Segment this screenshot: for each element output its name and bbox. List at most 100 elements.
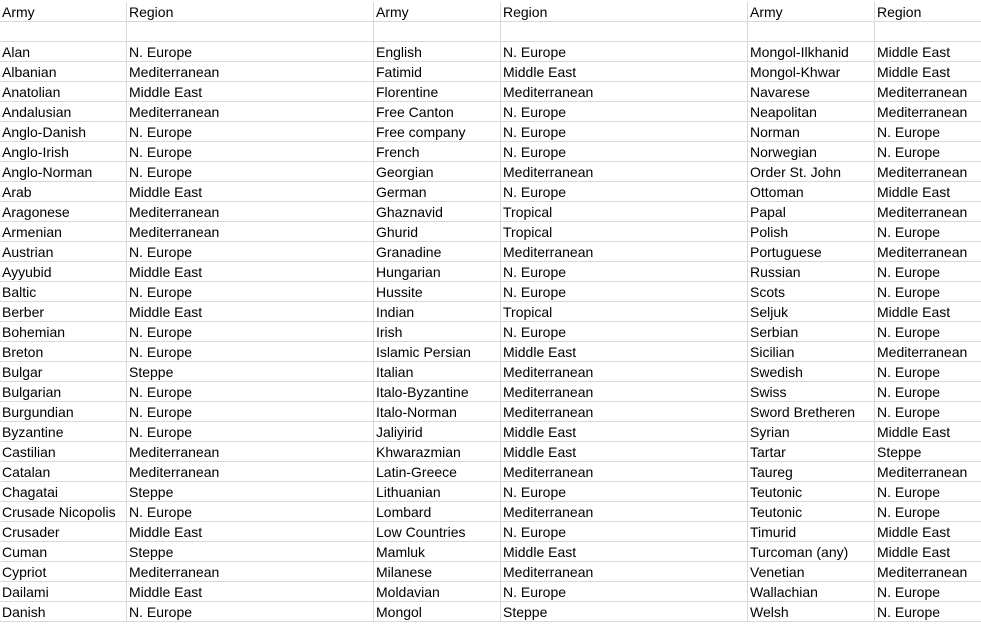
region-cell[interactable]: N. Europe	[501, 42, 748, 62]
region-cell[interactable]: Mediterranean	[877, 244, 968, 260]
region-cell[interactable]: Steppe	[501, 602, 748, 622]
army-cell[interactable]: Mongol-Ilkhanid	[748, 42, 875, 62]
region-cell[interactable]: N. Europe	[127, 242, 374, 262]
army-cell[interactable]: Ayyubid	[0, 262, 127, 282]
army-cell[interactable]: Hungarian	[374, 262, 501, 282]
region-cell[interactable]: Mediterranean	[501, 562, 748, 582]
empty-cell[interactable]	[875, 22, 981, 42]
region-cell[interactable]: N. Europe	[127, 502, 374, 522]
army-cell[interactable]: English	[374, 42, 501, 62]
region-cell[interactable]: N. Europe	[877, 284, 941, 300]
region-cell[interactable]: N. Europe	[501, 182, 748, 202]
army-cell[interactable]: Ottoman	[748, 182, 875, 202]
army-cell[interactable]: Free company	[374, 122, 501, 142]
army-cell[interactable]: Khwarazmian	[374, 442, 501, 462]
region-cell[interactable]: Mediterranean	[501, 502, 748, 522]
army-cell[interactable]: Venetian	[748, 562, 875, 582]
region-cell[interactable]: Middle East	[127, 182, 374, 202]
region-cell[interactable]: N. Europe	[127, 142, 374, 162]
region-cell[interactable]: N. Europe	[877, 144, 941, 160]
army-cell[interactable]: Danish	[0, 602, 127, 622]
army-cell[interactable]: Free Canton	[374, 102, 501, 122]
army-cell[interactable]: Florentine	[374, 82, 501, 102]
header-cell-region[interactable]: Region	[501, 2, 748, 22]
army-cell[interactable]: Ghaznavid	[374, 202, 501, 222]
army-cell[interactable]: Swedish	[748, 362, 875, 382]
army-cell[interactable]: Polish	[748, 222, 875, 242]
army-cell[interactable]: Granadine	[374, 242, 501, 262]
army-cell[interactable]: Hussite	[374, 282, 501, 302]
region-cell[interactable]: Mediterranean	[127, 202, 374, 222]
region-cell[interactable]: Tropical	[501, 222, 748, 242]
army-cell[interactable]: Indian	[374, 302, 501, 322]
army-cell[interactable]: Mamluk	[374, 542, 501, 562]
region-cell[interactable]: Mediterranean	[501, 82, 748, 102]
army-cell[interactable]: Mongol	[374, 602, 501, 622]
region-cell[interactable]: Tropical	[501, 202, 748, 222]
region-cell[interactable]: Steppe	[127, 542, 374, 562]
region-cell[interactable]: N. Europe	[877, 264, 941, 280]
army-cell[interactable]: Anatolian	[0, 82, 127, 102]
army-cell[interactable]: Irish	[374, 322, 501, 342]
region-cell[interactable]: Middle East	[877, 184, 951, 200]
region-cell[interactable]: Mediterranean	[501, 162, 748, 182]
region-cell[interactable]: N. Europe	[877, 584, 941, 600]
region-cell[interactable]: Mediterranean	[501, 382, 748, 402]
region-cell[interactable]: N. Europe	[877, 124, 941, 140]
header-cell-army[interactable]: Army	[748, 2, 875, 22]
army-cell[interactable]: Milanese	[374, 562, 501, 582]
army-cell[interactable]: Sword Bretheren	[748, 402, 875, 422]
region-cell[interactable]: N. Europe	[877, 324, 941, 340]
army-cell[interactable]: German	[374, 182, 501, 202]
region-cell[interactable]: N. Europe	[877, 484, 941, 500]
army-cell[interactable]: Serbian	[748, 322, 875, 342]
region-cell[interactable]: Steppe	[127, 482, 374, 502]
army-cell[interactable]: Latin-Greece	[374, 462, 501, 482]
region-cell[interactable]: Mediterranean	[127, 442, 374, 462]
army-cell[interactable]: Italo-Byzantine	[374, 382, 501, 402]
army-cell[interactable]: Burgundian	[0, 402, 127, 422]
army-cell[interactable]: Welsh	[748, 602, 875, 622]
army-cell[interactable]: Baltic	[0, 282, 127, 302]
region-cell[interactable]: Mediterranean	[877, 564, 968, 580]
army-cell[interactable]: Albanian	[0, 62, 127, 82]
army-cell[interactable]: Order St. John	[748, 162, 875, 182]
region-cell[interactable]: Mediterranean	[127, 62, 374, 82]
army-cell[interactable]: Crusader	[0, 522, 127, 542]
army-cell[interactable]: Castilian	[0, 442, 127, 462]
army-cell[interactable]: Sicilian	[748, 342, 875, 362]
region-cell[interactable]: Middle East	[501, 422, 748, 442]
region-cell[interactable]: Mediterranean	[877, 104, 968, 120]
region-cell[interactable]: Steppe	[127, 362, 374, 382]
region-cell[interactable]: N. Europe	[877, 384, 941, 400]
region-cell[interactable]: Mediterranean	[501, 402, 748, 422]
region-cell[interactable]: N. Europe	[877, 404, 941, 420]
army-cell[interactable]: Anglo-Norman	[0, 162, 127, 182]
army-cell[interactable]: Lithuanian	[374, 482, 501, 502]
region-cell[interactable]: Middle East	[501, 62, 748, 82]
army-cell[interactable]: Teutonic	[748, 502, 875, 522]
army-cell[interactable]: Byzantine	[0, 422, 127, 442]
region-cell[interactable]: Middle East	[127, 82, 374, 102]
region-cell[interactable]: Middle East	[127, 302, 374, 322]
region-cell[interactable]: N. Europe	[127, 322, 374, 342]
region-cell[interactable]: N. Europe	[127, 382, 374, 402]
army-cell[interactable]: Italo-Norman	[374, 402, 501, 422]
region-cell[interactable]: N. Europe	[501, 522, 748, 542]
region-cell[interactable]: Middle East	[501, 542, 748, 562]
region-cell[interactable]: Middle East	[877, 44, 951, 60]
army-cell[interactable]: Navarese	[748, 82, 875, 102]
army-cell[interactable]: Berber	[0, 302, 127, 322]
region-cell[interactable]: Mediterranean	[501, 362, 748, 382]
army-cell[interactable]: Portuguese	[748, 242, 875, 262]
region-cell[interactable]: N. Europe	[127, 602, 374, 622]
empty-cell[interactable]	[748, 22, 875, 42]
army-cell[interactable]: Anglo-Danish	[0, 122, 127, 142]
army-cell[interactable]: Cypriot	[0, 562, 127, 582]
region-cell[interactable]: Middle East	[877, 424, 951, 440]
army-cell[interactable]: Swiss	[748, 382, 875, 402]
region-cell[interactable]: Mediterranean	[127, 102, 374, 122]
region-cell[interactable]: N. Europe	[501, 582, 748, 602]
army-cell[interactable]: Wallachian	[748, 582, 875, 602]
region-cell[interactable]: N. Europe	[501, 322, 748, 342]
